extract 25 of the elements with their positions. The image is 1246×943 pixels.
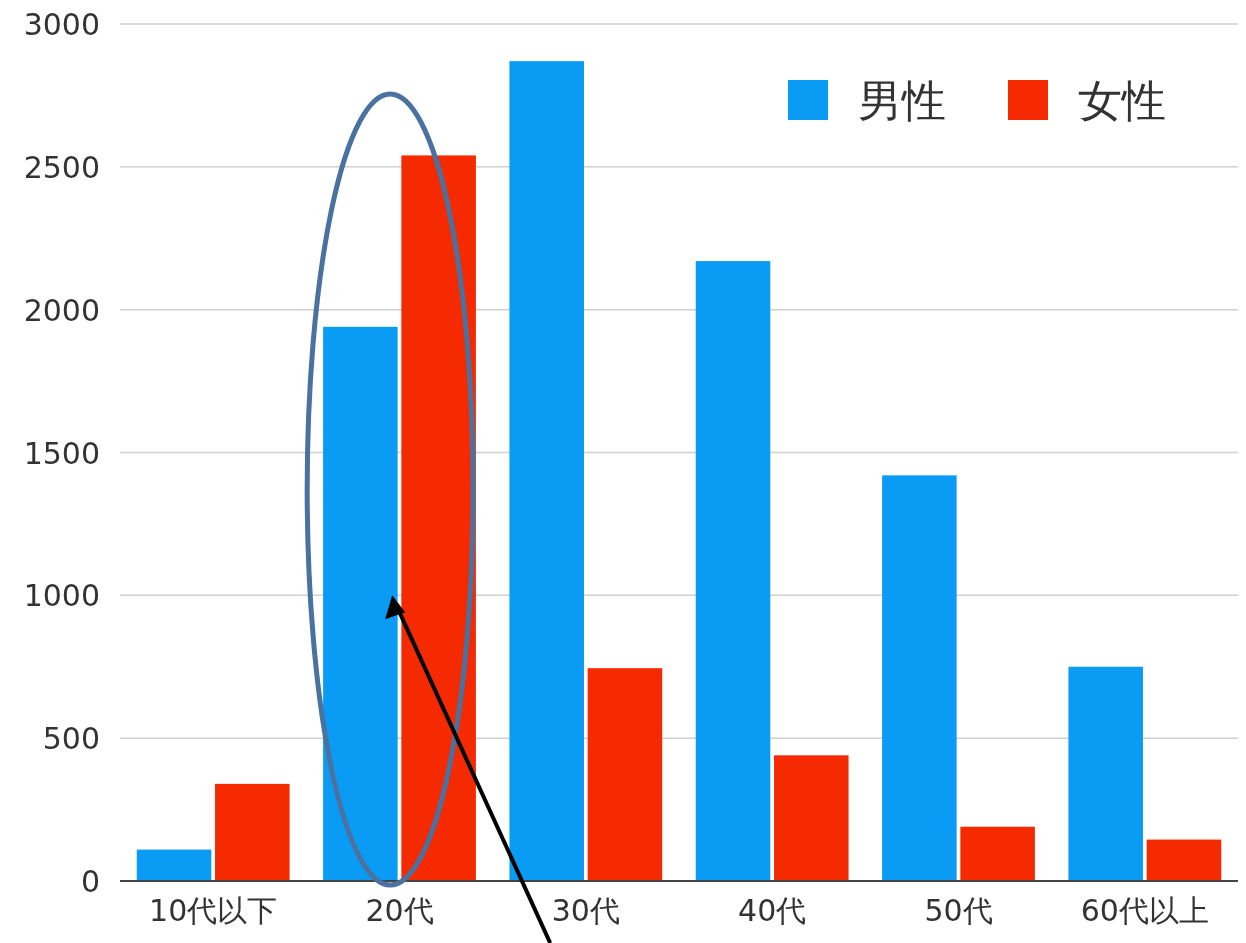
- y-tick-label: 3000: [23, 7, 100, 42]
- y-tick-label: 1500: [23, 435, 100, 471]
- bar: [587, 668, 663, 881]
- bar: [695, 261, 771, 881]
- bar: [136, 849, 212, 881]
- y-tick-label: 2000: [23, 292, 100, 328]
- bar: [882, 475, 957, 881]
- y-tick-label: 500: [42, 721, 100, 757]
- x-tick-label: 50代: [924, 893, 993, 928]
- bar: [1068, 666, 1143, 881]
- bar: [960, 826, 1035, 881]
- x-tick-label: 30代: [551, 893, 620, 928]
- x-tick-label: 60代以上: [1080, 893, 1209, 928]
- legend-label: 女性: [1078, 75, 1166, 126]
- bar: [774, 755, 849, 881]
- y-tick-label: 1000: [23, 578, 100, 614]
- bar: [1146, 839, 1222, 881]
- legend-label: 男性: [858, 75, 946, 126]
- y-tick-label: 0: [80, 864, 100, 899]
- x-tick-label: 40代: [738, 893, 807, 928]
- x-tick-label: 10代以下: [149, 893, 278, 928]
- x-tick-label: 20代: [365, 893, 434, 928]
- bar: [215, 783, 290, 881]
- y-tick-label: 2500: [23, 149, 100, 185]
- bar: [323, 326, 398, 881]
